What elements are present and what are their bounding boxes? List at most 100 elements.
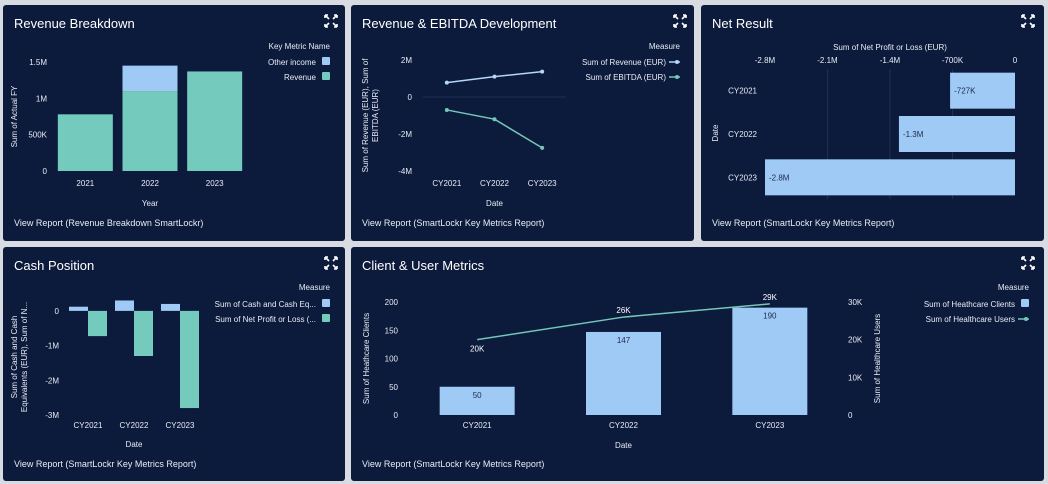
y2-axis-title: Sum of Healthcare Users <box>873 314 882 403</box>
point-0-0 <box>444 80 449 85</box>
point-0-1 <box>492 74 497 79</box>
x-tick-label: CY2021 <box>432 179 461 188</box>
data-label: 50 <box>473 391 482 400</box>
series-line-1 <box>446 109 543 149</box>
line-data-label: 29K <box>763 293 778 302</box>
data-label: 147 <box>617 336 631 345</box>
y-axis-title-line2: Equivalents (EUR), Sum of N... <box>20 302 29 412</box>
data-label: -2.8M <box>769 173 790 182</box>
legend-item-label: Revenue <box>284 73 317 82</box>
x-tick-label: -2.8M <box>755 56 776 65</box>
x-tick-label: -1.4M <box>880 56 901 65</box>
legend-item-label: Sum of Net Profit or Loss (... <box>215 315 316 324</box>
y2-tick-label: 10K <box>848 373 863 382</box>
legend-item-marker <box>675 75 679 79</box>
legend-item-swatch <box>322 299 330 307</box>
x-tick-label: CY2022 <box>120 421 149 430</box>
legend-item-swatch <box>322 57 330 65</box>
legend-item-marker <box>675 60 679 64</box>
line-data-label: 20K <box>470 345 485 354</box>
panel-client-metrics: Client & User Metrics 0 50 100 150 200 0 10K 20… <box>351 247 1044 481</box>
panel-title: Client & User Metrics <box>362 258 485 273</box>
bar-CY2021-0 <box>69 306 88 311</box>
panel-title: Revenue & EBITDA Development <box>362 16 557 31</box>
panel-title: Revenue Breakdown <box>14 16 135 31</box>
legend-title: Measure <box>649 42 681 51</box>
y-tick-label: 1.5M <box>29 58 47 67</box>
legend-title: Measure <box>998 283 1030 292</box>
bar-CY2023 <box>732 307 808 415</box>
x-axis-title: Date <box>126 440 143 449</box>
x-tick-label: CY2022 <box>609 421 638 430</box>
expand-icon[interactable] <box>673 14 687 28</box>
y2-tick-label: 30K <box>848 298 863 307</box>
bar-CY2022 <box>586 331 661 415</box>
y-tick-label: CY2021 <box>728 87 757 96</box>
bar-2021-0 <box>57 114 113 171</box>
x-axis-title: Date <box>615 441 632 450</box>
x-tick-label: CY2022 <box>480 179 509 188</box>
legend-title: Key Metric Name <box>269 42 331 51</box>
y-axis-title-line1: Sum of Revenue (EUR), Sum of <box>361 58 370 173</box>
panel-cash-position: Cash Position 0 -1M -2M -3M Sum of Cash and … <box>3 247 345 481</box>
y2-tick-label: 20K <box>848 336 863 345</box>
y-tick-label: -2M <box>45 376 59 385</box>
bar-CY2021-1 <box>88 310 107 337</box>
bar-CY2022-0 <box>115 300 134 311</box>
data-label: -1.3M <box>903 130 924 139</box>
x-tick-label: 2022 <box>141 179 159 188</box>
expand-icon[interactable] <box>1021 14 1035 28</box>
y-tick-label: -3M <box>45 411 59 420</box>
y-tick-label: 0 <box>55 307 60 316</box>
legend-item-label: Sum of Healthcare Users <box>926 315 1015 324</box>
y-axis-title-line2: EBITDA (EUR) <box>371 89 380 142</box>
chart-net-result: Sum of Net Profit or Loss (EUR) -2.8M -2.1… <box>711 43 1018 199</box>
view-report-link[interactable]: View Report (Revenue Breakdown SmartLock… <box>14 218 204 228</box>
x-tick-label: CY2021 <box>463 421 492 430</box>
bar-CY2021 <box>950 72 1015 109</box>
expand-icon[interactable] <box>324 14 338 28</box>
bar-2022-1 <box>122 65 178 92</box>
y2-tick-label: 0 <box>848 411 853 420</box>
y-tick-label: 200 <box>385 298 399 307</box>
bar-CY2022 <box>898 116 1015 152</box>
chart-revenue-ebitda: 2M 0 -2M -4M Sum of Revenue (EUR), Sum of EBI… <box>361 42 681 208</box>
y-tick-label: 2M <box>401 56 412 65</box>
legend-item-swatch <box>322 314 330 322</box>
panel-title: Cash Position <box>14 258 95 273</box>
view-report-link[interactable]: View Report (SmartLockr Key Metrics Repo… <box>14 459 197 469</box>
data-label: 190 <box>763 312 777 321</box>
y-tick-label: 500K <box>28 131 47 140</box>
x-tick-label: CY2023 <box>755 421 784 430</box>
chart-client-metrics: 0 50 100 150 200 0 10K 20K 30K Sum of Heathcare C… <box>362 283 1030 450</box>
point-1-2 <box>540 145 545 150</box>
y-tick-label: 150 <box>385 326 399 335</box>
y-tick-label: 0 <box>43 167 48 176</box>
users-line <box>477 303 770 341</box>
point-0-2 <box>540 69 545 74</box>
y-tick-label: 50 <box>389 383 398 392</box>
legend-item-marker <box>1024 317 1028 321</box>
data-label: -727K <box>954 87 976 96</box>
view-report-link[interactable]: View Report (SmartLockr Key Metrics Repo… <box>362 459 545 469</box>
bar-CY2023-1 <box>180 310 199 409</box>
bar-CY2021 <box>439 386 515 415</box>
legend-item-swatch <box>322 72 330 80</box>
y-tick-label: -2M <box>398 130 412 139</box>
x-axis-title: Date <box>486 199 503 208</box>
x-tick-label: CY2021 <box>74 421 103 430</box>
y-tick-label: -1M <box>45 342 59 351</box>
y-axis-title: Date <box>711 124 720 141</box>
y-axis-title: Sum of Heathcare Clients <box>362 313 371 404</box>
view-report-link[interactable]: View Report (SmartLockr Key Metrics Repo… <box>362 218 545 228</box>
bar-2022-0 <box>122 91 178 171</box>
point-1-1 <box>492 117 497 122</box>
line-data-label: 26K <box>616 306 631 315</box>
x-tick-label: CY2023 <box>166 421 195 430</box>
view-report-link[interactable]: View Report (SmartLockr Key Metrics Repo… <box>712 218 895 228</box>
expand-icon[interactable] <box>1021 256 1035 270</box>
x-tick-label: CY2023 <box>528 179 557 188</box>
y-axis-title: Sum of Actual FY <box>10 85 19 147</box>
bar-CY2022-1 <box>134 310 153 356</box>
expand-icon[interactable] <box>324 256 338 270</box>
